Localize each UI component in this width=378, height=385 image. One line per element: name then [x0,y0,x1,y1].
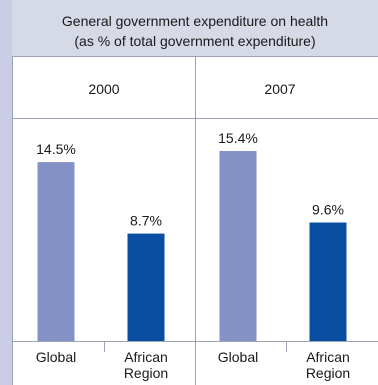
category-label-2000-global: Global [36,349,76,365]
value-label-2007-african-region: 9.6% [312,202,344,218]
category-label-2007-african-region: African Region [306,349,350,381]
value-label-2000-global: 14.5% [36,141,76,157]
value-label-2007-global: 15.4% [218,130,258,146]
category-label-2007-global: Global [218,349,258,365]
table-gridlines [12,56,378,385]
group-header-2000: 2000 [88,81,119,97]
value-label-2000-african-region: 8.7% [130,213,162,229]
bar-2000-african-region [127,233,165,341]
bar-2000-global [37,162,75,341]
category-label-2000-african-region: African Region [124,349,168,381]
group-header-2007: 2007 [264,81,295,97]
chart-subtitle: (as % of total government expenditure) [74,33,315,49]
chart-title: General government expenditure on health [62,13,328,29]
title-bar [12,0,378,56]
bar-2007-global [219,151,257,341]
bar-2007-african-region [309,222,347,341]
